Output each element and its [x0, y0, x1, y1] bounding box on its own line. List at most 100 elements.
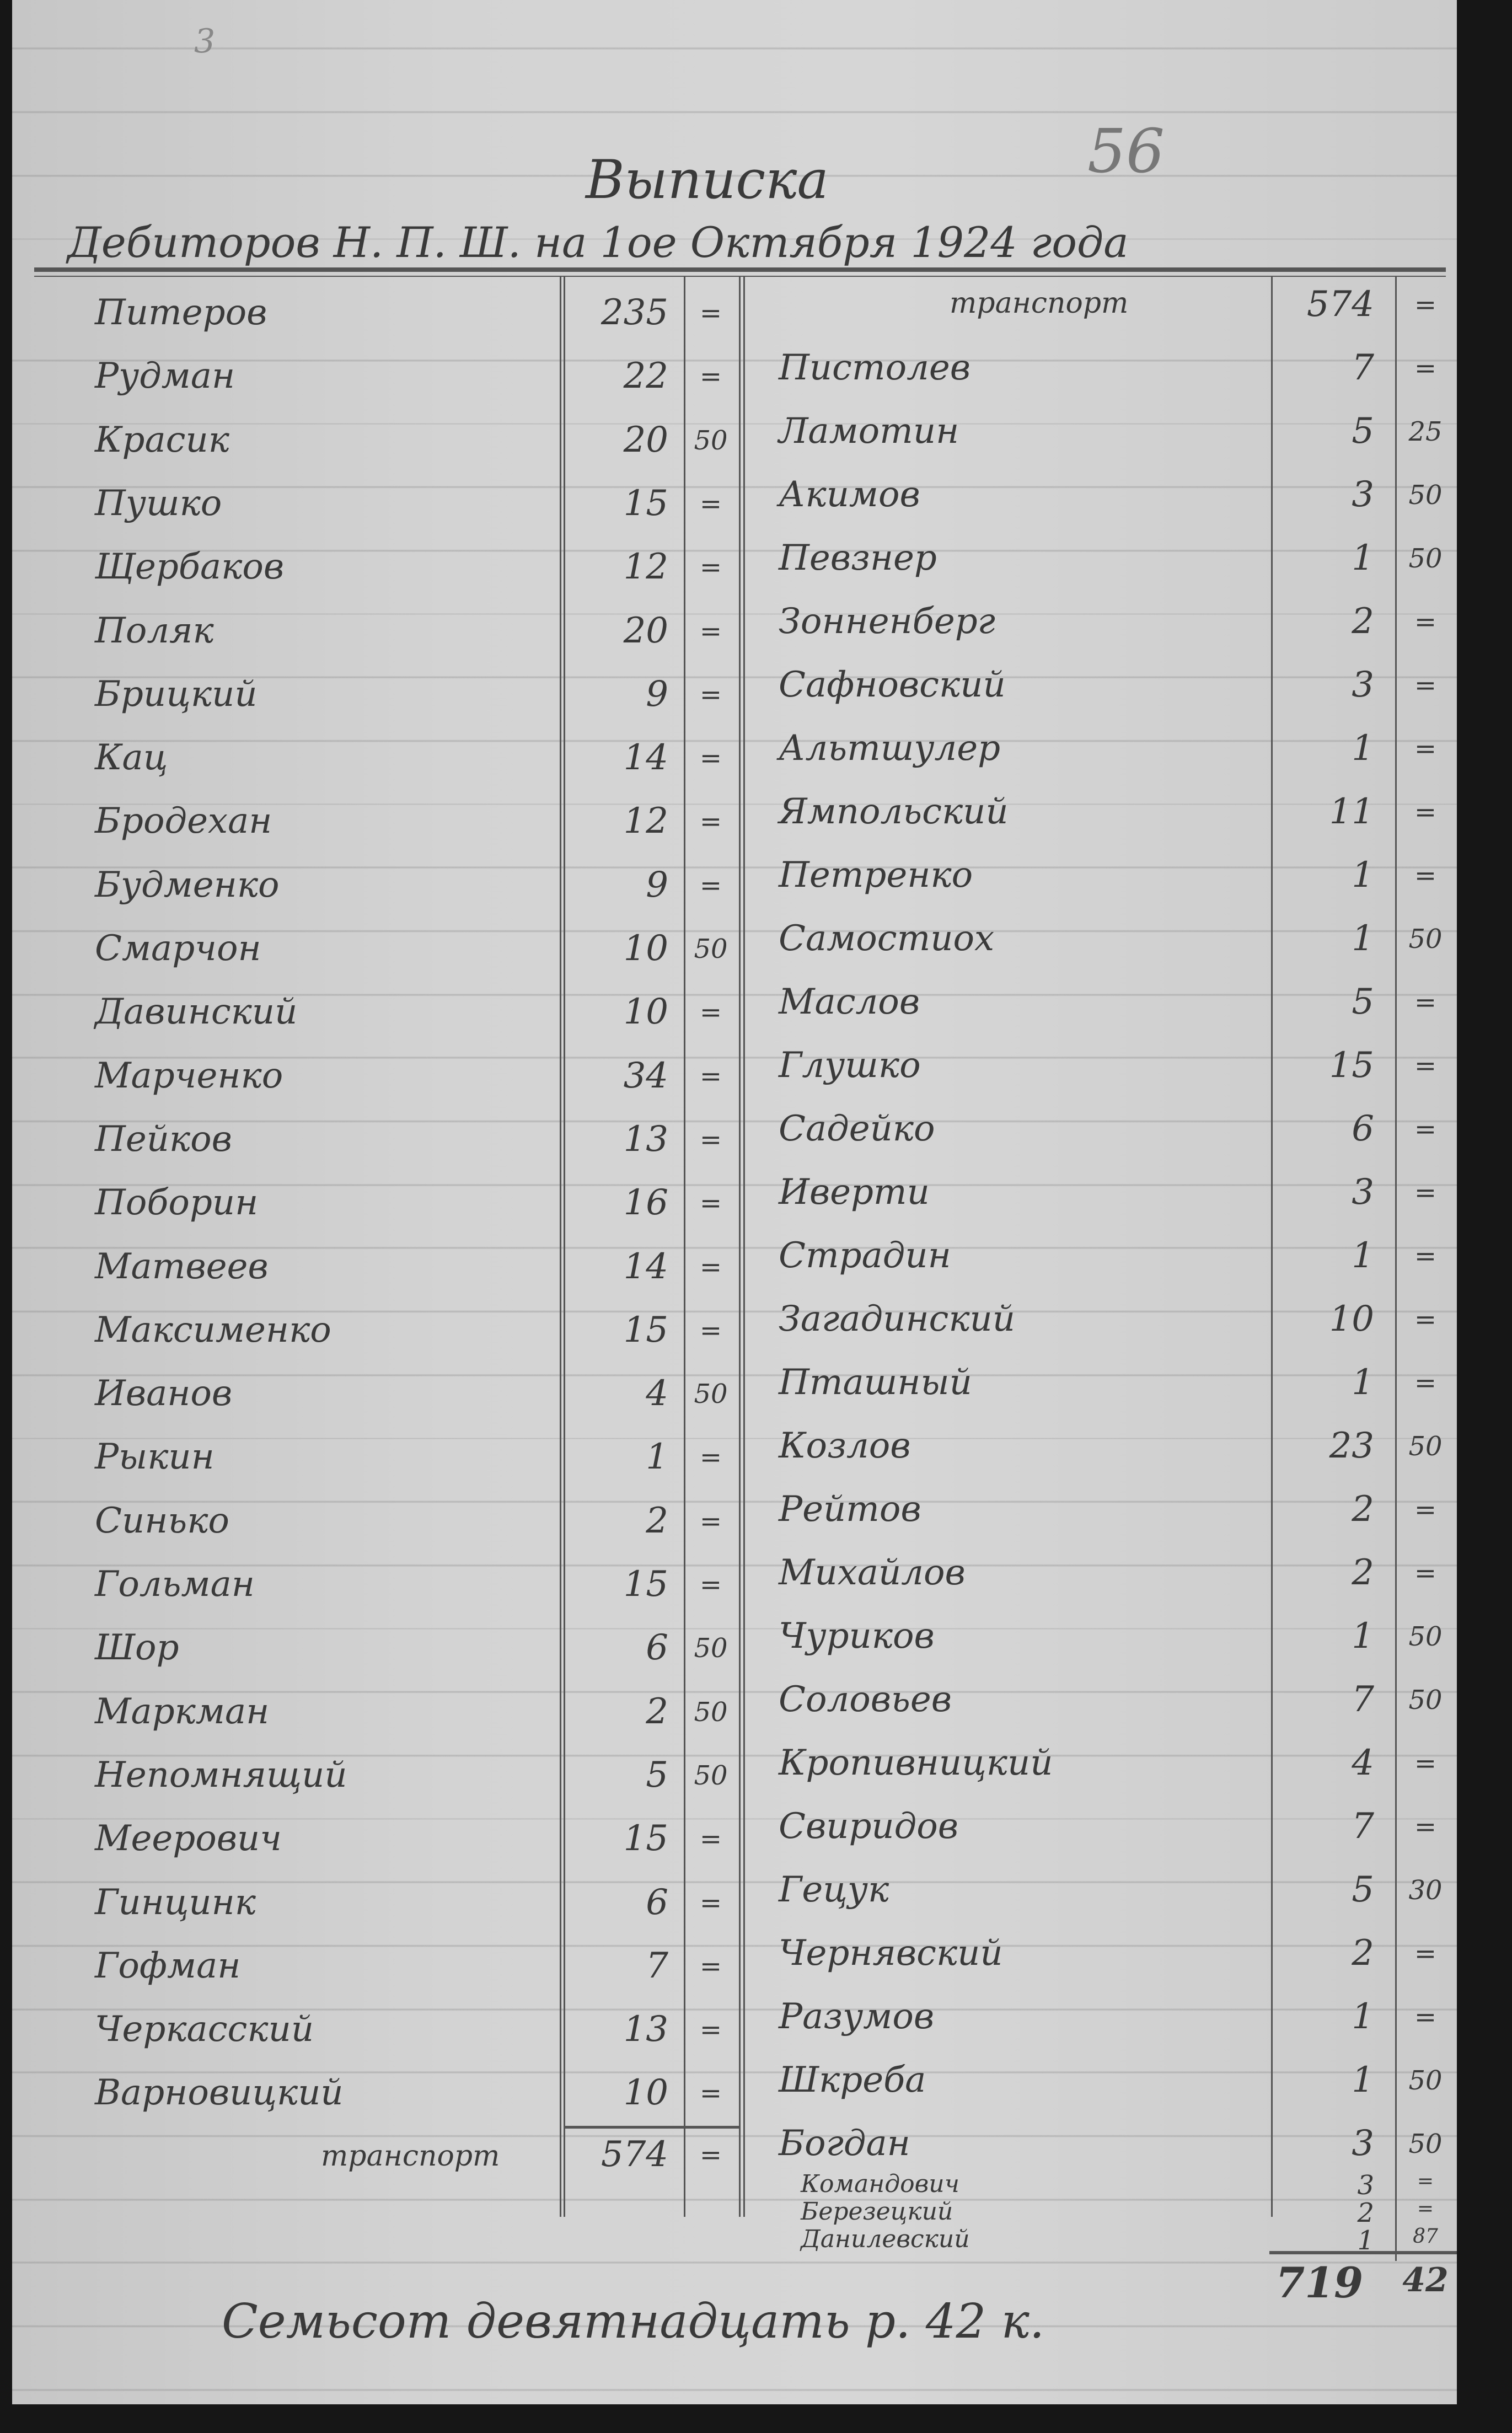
debtor-name: Акимов [779, 474, 920, 515]
debtor-name: Командович [801, 2170, 959, 2198]
column-divider [684, 276, 685, 2217]
debtor-name: Матвеев [95, 1246, 269, 1287]
debtor-rub: 2 [646, 1500, 668, 1541]
debtor-kop: 50 [1408, 1685, 1443, 1716]
debtor-rub: 16 [623, 1182, 668, 1224]
debtor-kop: 50 [1408, 1431, 1443, 1462]
debtor-name: Певзнер [779, 538, 937, 578]
debtor-rub: 20 [623, 610, 668, 651]
debtor-rub: 20 [623, 419, 668, 460]
debtor-rub: 2 [646, 1691, 668, 1732]
debtor-name: Брицкий [95, 673, 258, 715]
debtor-rub: 10 [623, 2072, 668, 2114]
debtor-kop: = [1414, 1938, 1437, 1969]
debtor-name: Бродехан [95, 801, 272, 842]
debtor-name: Данилевский [801, 2225, 970, 2253]
debtor-kop: = [699, 1124, 722, 1155]
debtor-rub: 235 [600, 292, 668, 333]
debtor-kop: = [699, 1569, 722, 1600]
debtor-kop: = [1414, 1051, 1437, 1081]
debtor-rub: 12 [623, 801, 668, 842]
debtor-rub: 10 [1329, 1299, 1374, 1339]
debtor-name: Максименко [95, 1309, 331, 1351]
left-carry-kop: = [699, 2140, 722, 2171]
debtor-rub: 13 [623, 1118, 668, 1160]
debtor-kop: = [1414, 353, 1437, 384]
debtor-name: Гольман [95, 1564, 255, 1605]
debtor-rub: 7 [1352, 1679, 1374, 1720]
column-divider [564, 276, 565, 2217]
debtor-kop: = [1414, 1114, 1437, 1145]
debtor-kop: = [1414, 1368, 1437, 1398]
debtor-name: Разумов [779, 1996, 935, 2037]
debtor-rub: 5 [1352, 982, 1374, 1022]
debtor-kop: = [699, 2078, 722, 2109]
debtor-kop: = [1414, 1748, 1437, 1779]
document-heading: Дебиторов Н. П. Ш. на 1ое Октября 1924 г… [67, 218, 1129, 267]
debtor-kop: 50 [1408, 2065, 1443, 2096]
debtor-name: Альтшулер [779, 728, 1001, 769]
left-carry-label: транспорт [321, 2140, 500, 2173]
debtor-rub: 9 [646, 864, 668, 905]
debtor-name: Загадинский [779, 1299, 1015, 1339]
debtor-rub: 1 [1352, 855, 1374, 896]
corner-mark: 3 [194, 22, 216, 61]
debtor-kop: = [699, 1251, 722, 1283]
debtor-kop: 50 [1408, 2129, 1443, 2159]
debtor-rub: 5 [1352, 411, 1374, 452]
debtor-name: Пейков [95, 1118, 232, 1160]
column-divider [743, 276, 745, 2217]
debtor-rub: 1 [1352, 1235, 1374, 1276]
debtor-rub: 5 [646, 1754, 668, 1796]
debtor-kop: = [699, 1188, 722, 1219]
debtor-kop: = [699, 488, 722, 519]
debtor-name: Рыкин [95, 1437, 215, 1478]
debtor-kop: 87 [1413, 2225, 1438, 2248]
debtor-kop: 25 [1408, 416, 1443, 447]
debtor-name: Синько [95, 1500, 229, 1541]
debtor-name: Глушко [779, 1045, 921, 1086]
debtor-rub: 6 [1352, 1108, 1374, 1149]
debtor-rub: 22 [623, 356, 668, 397]
debtor-rub: 2 [1352, 601, 1374, 642]
debtor-name: Смарчон [95, 928, 261, 969]
debtor-kop: 50 [694, 1379, 728, 1410]
debtor-rub: 7 [1352, 1806, 1374, 1847]
debtor-name: Страдин [779, 1235, 951, 1276]
debtor-rub: 12 [623, 546, 668, 588]
debtor-kop: = [699, 870, 722, 901]
debtor-rub: 3 [1357, 2170, 1374, 2201]
debtor-name: Шкреба [779, 2060, 926, 2100]
debtor-kop: = [1414, 797, 1437, 828]
debtor-name: Гофман [95, 1945, 241, 1986]
header-double-rule [34, 267, 1446, 272]
debtor-name: Петренко [779, 855, 973, 896]
debtor-name: Иверти [779, 1172, 930, 1213]
debtor-kop: 50 [1408, 924, 1443, 955]
debtor-kop: = [699, 361, 722, 393]
debtor-name: Питеров [95, 292, 267, 333]
debtor-name: Соловьев [779, 1679, 952, 1720]
debtor-name: Рудман [95, 356, 235, 397]
debtor-name: Черкасский [95, 2009, 314, 2050]
debtor-kop: 50 [694, 1696, 728, 1728]
debtor-rub: 3 [1352, 2123, 1374, 2164]
debtor-name: Сафновский [779, 664, 1006, 705]
debtor-name: Поборин [95, 1182, 259, 1224]
debtor-name: Чуриков [779, 1616, 935, 1657]
folio-number: 56 [1087, 116, 1165, 186]
debtor-rub: 9 [646, 673, 668, 715]
debtor-rub: 1 [646, 1437, 668, 1478]
debtor-rub: 6 [646, 1882, 668, 1923]
debtor-kop: 50 [1408, 543, 1443, 574]
debtor-rub: 1 [1352, 918, 1374, 959]
debtor-rub: 7 [646, 1945, 668, 1986]
debtor-name: Пташный [779, 1362, 972, 1403]
debtor-rub: 1 [1352, 538, 1374, 578]
debtor-rub: 1 [1352, 1362, 1374, 1403]
debtor-rub: 15 [623, 1818, 668, 1859]
debtor-rub: 15 [623, 1309, 668, 1351]
debtor-name: Иванов [95, 1373, 233, 1414]
debtor-name: Кропивницкий [779, 1743, 1053, 1783]
debtor-kop: = [1414, 1241, 1437, 1272]
